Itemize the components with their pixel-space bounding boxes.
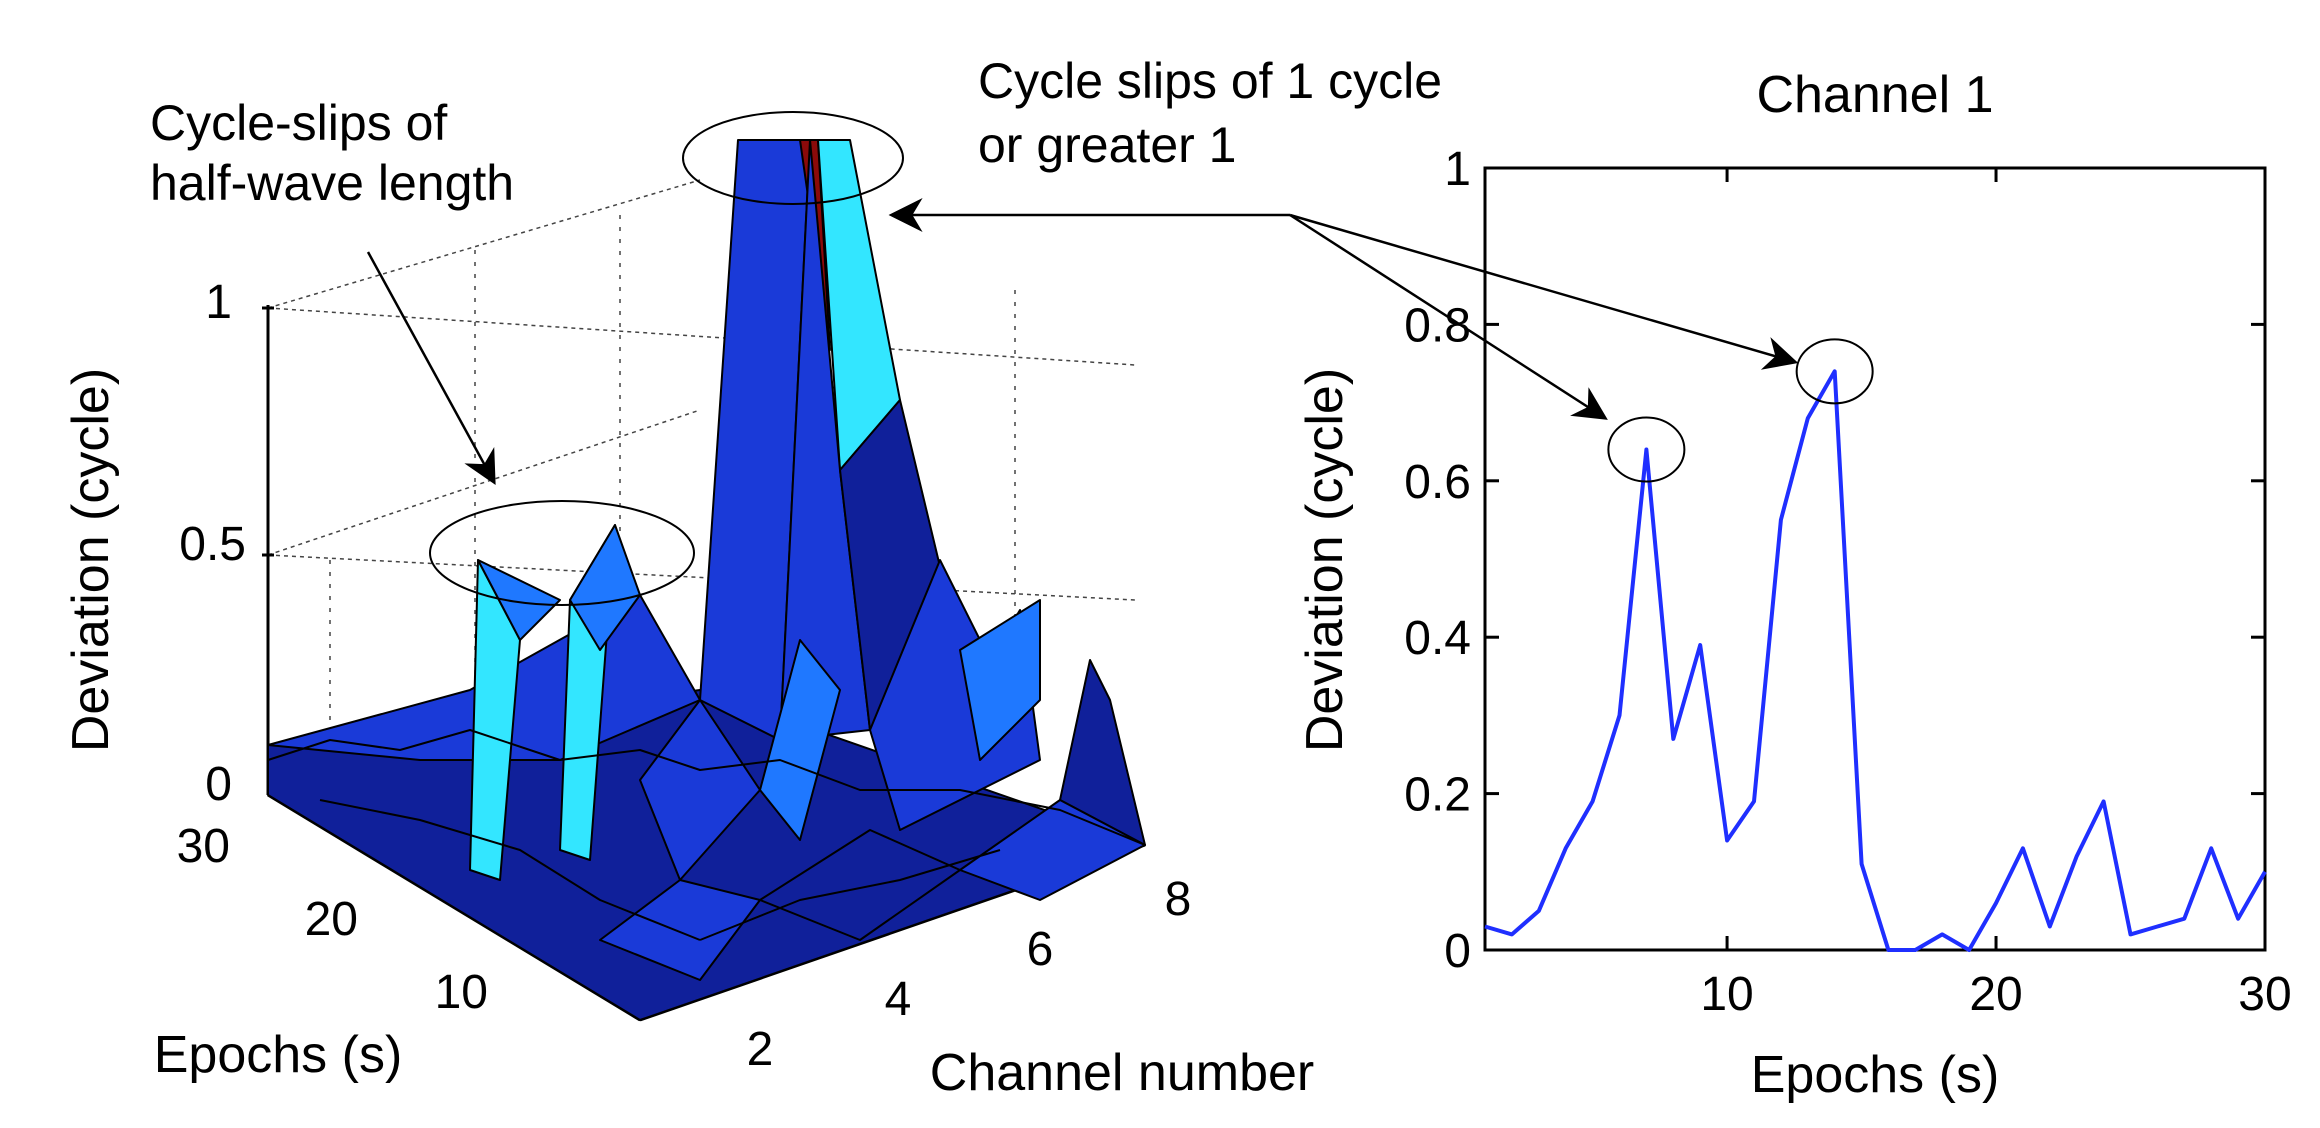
full-cycle-arrow-to-epoch14 [1289,213,1799,370]
full-cycle-arrow-to-epoch7 [1289,213,1608,420]
surface-y-tick: 20 [305,893,358,946]
surface-mesh [267,139,1146,1021]
full-cycle-ellipse [682,111,904,205]
line-chart-highlights [1607,338,1874,483]
full-cycle-annotation-line1: Cycle slips of 1 cycle [978,53,1442,109]
full-cycle-annotation-line2: or greater 1 [978,117,1236,173]
surface-x-tick: 2 [747,1023,774,1076]
surface-z-tick: 0 [205,758,232,811]
surface-z-tick: 0.5 [179,518,246,571]
surface-back-grid [267,179,1136,850]
surface-chart: 0 0.5 1 30 20 10 2 4 6 8 Deviation (cycl… [62,53,1442,1102]
half-wave-annotation-line1: Cycle-slips of [150,95,447,151]
line-chart-x-tick: 10 [1700,968,1753,1021]
line-chart-y-tick: 0 [1444,925,1471,978]
half-wave-ellipse [429,500,695,606]
surface-x-label: Channel number [930,1044,1314,1102]
line-chart-peak-ellipse [1795,338,1874,405]
half-wave-arrow [366,251,496,485]
line-chart-title: Channel 1 [1756,66,1993,124]
surface-x-tick: 6 [1027,923,1054,976]
surface-x-tick: 8 [1165,873,1192,926]
surface-z-label: Deviation (cycle) [62,368,120,752]
line-chart-x-tick: 20 [1969,968,2022,1021]
surface-y-label: Epochs (s) [154,1026,403,1084]
line-chart-y-tick: 1 [1444,143,1471,196]
line-chart-x-tick: 30 [2238,968,2291,1021]
line-chart-peak-ellipse [1607,416,1686,483]
surface-x-tick: 4 [885,973,912,1026]
half-wave-annotation-line2: half-wave length [150,155,514,211]
surface-y-tick: 30 [177,820,230,873]
line-chart-y-tick: 0.2 [1404,769,1471,822]
line-chart-axes-box [1483,166,2267,952]
line-chart-y-tick: 0.4 [1404,612,1471,665]
surface-y-tick: 10 [435,966,488,1019]
line-chart-ylabel: Deviation (cycle) [1296,368,1354,752]
surface-z-tick: 1 [205,276,232,329]
line-chart-y-tick: 0.6 [1404,456,1471,509]
line-chart-xlabel: Epochs (s) [1751,1046,2000,1104]
line-series-channel-1 [1484,369,2267,952]
